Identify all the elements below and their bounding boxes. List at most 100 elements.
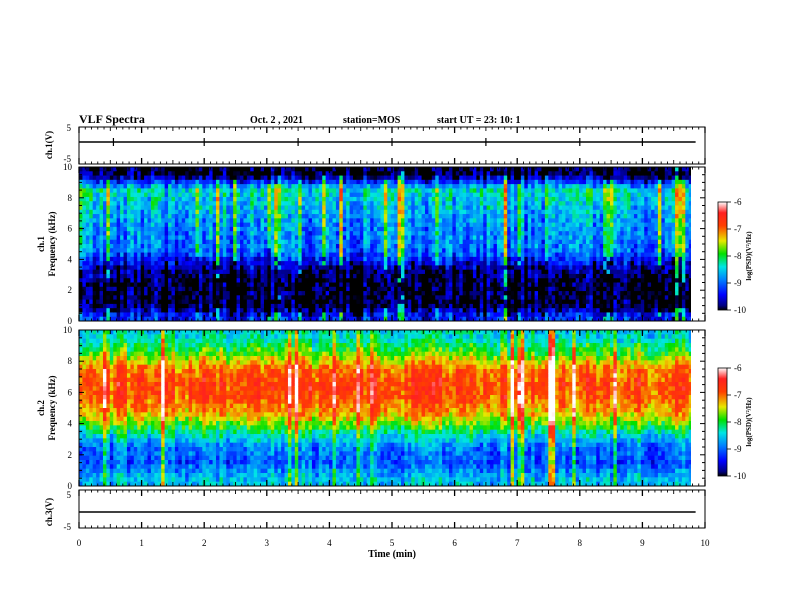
- spectrogram-cell: [490, 299, 494, 305]
- spectrogram-cell: [164, 188, 169, 194]
- spectrogram-cell: [315, 299, 320, 305]
- spectrogram-cell: [260, 261, 265, 266]
- spectrogram-cell: [428, 273, 433, 279]
- spectrogram-cell: [287, 316, 292, 322]
- spectrogram-cell: [462, 261, 467, 266]
- spectrogram-cell: [315, 196, 320, 202]
- spectrogram-cell: [178, 303, 183, 309]
- spectrogram-cell: [387, 209, 392, 215]
- spectrogram-cell: [353, 167, 357, 172]
- spectrogram-cell: [407, 316, 412, 322]
- spectrogram-cell: [99, 308, 104, 313]
- spectrogram-cell: [476, 218, 481, 224]
- spectrogram-cell: [222, 188, 227, 194]
- spectrogram-cell: [394, 282, 398, 288]
- spectrogram-cell: [507, 167, 512, 172]
- spectrogram-cell: [301, 239, 306, 245]
- spectrogram-cell: [469, 167, 474, 172]
- spectrogram-cell: [96, 209, 100, 215]
- spectrogram-cell: [181, 248, 186, 253]
- spectrogram-cell: [315, 192, 320, 198]
- spectrogram-cell: [294, 205, 299, 211]
- spectrogram-cell: [216, 303, 220, 309]
- spectrogram-cell: [339, 286, 344, 292]
- spectrogram-cell: [250, 265, 255, 271]
- spectrogram-cell: [466, 214, 470, 219]
- spectrogram-cell: [168, 303, 172, 309]
- spectrogram-cell: [335, 244, 340, 249]
- spectrogram-cell: [229, 295, 234, 301]
- spectrogram-cell: [414, 214, 419, 219]
- spectrogram-cell: [277, 282, 282, 288]
- spectrogram-cell: [89, 201, 94, 206]
- spectrogram-cell: [137, 282, 142, 288]
- spectrogram-cell: [133, 196, 138, 202]
- spectrogram-cell: [486, 299, 491, 305]
- spectrogram-cell: [435, 205, 440, 211]
- spectrogram-cell: [397, 299, 402, 305]
- spectrogram-cell: [332, 201, 337, 206]
- spectrogram-cell: [198, 175, 203, 181]
- spectrogram-cell: [216, 278, 220, 283]
- spectrogram-cell: [359, 231, 364, 236]
- spectrogram-cell: [315, 261, 320, 266]
- spectrogram-cell: [407, 299, 412, 305]
- spectrogram-cell: [263, 299, 268, 305]
- spectrogram-cell: [243, 308, 248, 313]
- spectrogram-cell: [263, 303, 268, 309]
- spectrogram-cell: [414, 282, 419, 288]
- spectrogram-cell: [202, 205, 207, 211]
- spectrogram-cell: [137, 218, 142, 224]
- spectrogram-cell: [342, 167, 347, 172]
- spectrogram-cell: [157, 218, 162, 224]
- spectrogram-cell: [140, 295, 145, 301]
- spectrogram-cell: [469, 291, 474, 296]
- spectrogram-cell: [106, 167, 111, 172]
- spectrogram-cell: [469, 188, 474, 194]
- spectrogram-cell: [435, 303, 440, 309]
- spectrogram-cell: [147, 265, 152, 271]
- spectrogram-cell: [301, 218, 306, 224]
- spectrogram-cell: [455, 231, 460, 236]
- spectrogram-cell: [329, 269, 333, 275]
- spectrogram-cell: [469, 235, 474, 241]
- spectrogram-cell: [291, 171, 296, 176]
- spectrogram-cell: [407, 273, 412, 279]
- spectrogram-cell: [240, 252, 244, 258]
- spectrogram-cell: [181, 273, 186, 279]
- spectrogram-cell: [527, 291, 532, 296]
- spectrogram-cell: [150, 256, 155, 262]
- spectrogram-cell: [305, 273, 309, 279]
- spectrogram-cell: [397, 312, 402, 318]
- spectrogram-cell: [185, 261, 190, 266]
- spectrogram-cell: [202, 226, 207, 232]
- spectrogram-cell: [267, 273, 272, 279]
- spectrogram-cell: [370, 295, 375, 301]
- spectrogram-cell: [301, 231, 306, 236]
- spectrogram-cell: [181, 256, 186, 262]
- spectrogram-cell: [339, 244, 344, 249]
- spectrogram-cell: [459, 265, 464, 271]
- spectrogram-cell: [257, 214, 261, 219]
- spectrogram-cell: [507, 256, 512, 262]
- spectrogram-cell: [85, 196, 90, 202]
- spectrogram-cell: [222, 201, 227, 206]
- spectrogram-cell: [500, 226, 505, 232]
- spectrogram-cell: [479, 184, 484, 189]
- spectrogram-cell: [243, 252, 248, 258]
- spectrogram-cell: [219, 196, 224, 202]
- spectrogram-cell: [195, 252, 200, 258]
- spectrogram-cell: [315, 239, 320, 245]
- spectrogram-cell: [277, 179, 282, 185]
- spectrogram-cell: [240, 291, 244, 296]
- spectrogram-cell: [79, 291, 83, 296]
- spectrogram-cell: [253, 201, 258, 206]
- spectrogram-cell: [462, 291, 467, 296]
- spectrogram-cell: [137, 226, 142, 232]
- spectrogram-cell: [109, 222, 114, 228]
- spectrogram-cell: [89, 231, 94, 236]
- spectrogram-cell: [144, 273, 148, 279]
- spectrogram-cell: [418, 205, 422, 211]
- spectrogram-cell: [455, 316, 460, 322]
- spectrogram-cell: [263, 196, 268, 202]
